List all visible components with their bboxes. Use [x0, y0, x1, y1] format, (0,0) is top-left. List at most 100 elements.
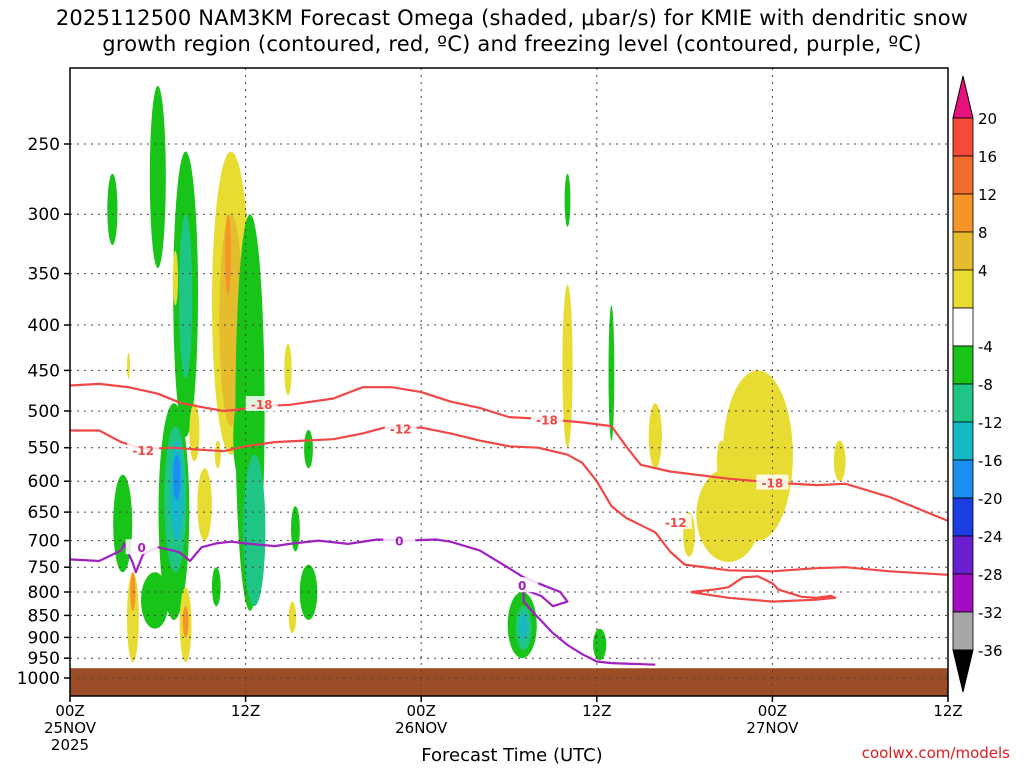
- colorbar-swatch: [952, 535, 974, 575]
- omega-cell: [214, 440, 221, 469]
- colorbar-swatch: [952, 573, 974, 613]
- omega-cell: [284, 343, 292, 396]
- omega-cell: [833, 440, 846, 482]
- x-tick-label: 12Z: [231, 702, 260, 720]
- omega-cell: [648, 403, 662, 469]
- omega-cell: [179, 214, 193, 379]
- contour-dgz: [690, 575, 837, 603]
- contour-label-bg: [531, 411, 563, 427]
- omega-cell: [197, 468, 212, 541]
- plot-axes: 2503003504004505005506006507007508008509…: [17, 67, 963, 754]
- x-tick-label: 27NOV: [746, 719, 799, 737]
- contour-label: -12: [132, 444, 154, 458]
- omega-cell: [519, 613, 528, 640]
- omega-cell: [130, 572, 136, 611]
- omega-cell: [107, 173, 118, 246]
- colorbar-swatch: [952, 421, 974, 461]
- omega-cell: [149, 85, 166, 269]
- colorbar-swatch: [952, 307, 974, 347]
- contour-label: -18: [536, 413, 558, 427]
- x-tick-label: 2025: [51, 736, 89, 754]
- contour-label-bg: [383, 532, 416, 548]
- omega-cell: [189, 403, 200, 462]
- y-tick-label: 750: [28, 558, 60, 578]
- contour-label: -12: [390, 422, 412, 436]
- omega-cell: [126, 572, 139, 663]
- y-tick-label: 1000: [17, 669, 60, 689]
- colorbar-label: -28: [978, 566, 1003, 584]
- colorbar-label: -36: [978, 642, 1003, 660]
- y-tick-label: 700: [28, 532, 60, 552]
- colorbar-label: -12: [978, 414, 1003, 432]
- colorbar-swatch: [952, 193, 974, 233]
- colorbar-swatch: [952, 155, 974, 195]
- contour-label: 0: [518, 579, 526, 593]
- credit-link[interactable]: coolwx.com/models: [861, 744, 1010, 762]
- colorbar-swatch: [952, 117, 974, 157]
- contour-label: -18: [762, 477, 784, 491]
- omega-cell: [173, 454, 181, 500]
- colorbar-swatch: [952, 269, 974, 309]
- omega-cell: [608, 305, 615, 441]
- colorbar-label: -24: [978, 528, 1003, 546]
- y-tick-label: 950: [28, 649, 60, 669]
- contour-label: -18: [251, 398, 273, 412]
- y-tick-label: 650: [28, 503, 60, 523]
- y-tick-label: 900: [28, 628, 60, 648]
- contour-label-bg: [125, 539, 158, 555]
- y-tick-label: 300: [28, 205, 60, 225]
- contour-label-bg: [127, 441, 160, 457]
- y-tick-label: 550: [28, 439, 60, 459]
- y-tick-label: 850: [28, 606, 60, 626]
- omega-cell: [141, 572, 169, 629]
- x-tick-label: 00Z: [55, 702, 84, 720]
- colorbar-arrow-top: [952, 75, 974, 119]
- colorbar-arrow-bottom: [952, 649, 974, 693]
- y-tick-label: 500: [28, 402, 60, 422]
- y-tick-label: 600: [28, 472, 60, 492]
- colorbar-label: -20: [978, 490, 1003, 508]
- colorbar-swatch: [952, 497, 974, 537]
- omega-shading: [70, 85, 948, 696]
- omega-cell: [593, 628, 607, 661]
- omega-cell: [172, 250, 178, 306]
- x-tick-label: 00Z: [758, 702, 787, 720]
- colorbar-label: 16: [978, 148, 997, 166]
- y-tick-label: 400: [28, 316, 60, 336]
- grid-lines: [69, 68, 949, 696]
- omega-cell: [233, 395, 250, 482]
- colorbar-label: -8: [978, 376, 993, 394]
- contour-label: -12: [665, 516, 687, 530]
- x-axis-title: Forecast Time (UTC): [421, 745, 603, 766]
- x-tick-label: 25NOV: [44, 719, 97, 737]
- omega-cell: [127, 352, 130, 379]
- y-tick-label: 800: [28, 583, 60, 603]
- x-tick-label: 12Z: [933, 702, 962, 720]
- chart-title-line1: 2025112500 NAM3KM Forecast Omega (shaded…: [55, 6, 969, 30]
- temperature-contours: -18 -18 -18 -12 -12 -12 0 0 0: [69, 382, 949, 666]
- omega-cell: [225, 214, 231, 295]
- x-tick-label: 00Z: [407, 702, 436, 720]
- omega-cell: [564, 173, 571, 227]
- y-tick-label: 250: [28, 135, 60, 155]
- colorbar-label: 20: [978, 110, 997, 128]
- contour-label-bg: [245, 396, 278, 411]
- omega-cell: [291, 506, 300, 552]
- plot-frame: [69, 67, 949, 697]
- x-tick-label: 26NOV: [395, 719, 448, 737]
- colorbar-label: 12: [978, 186, 997, 204]
- omega-cell: [562, 284, 573, 448]
- contour-label-bg: [756, 474, 789, 490]
- y-tick-label: 350: [28, 265, 60, 285]
- contour-label-bg: [384, 420, 417, 436]
- colorbar-swatch: [952, 383, 974, 423]
- contour-dgz: [70, 426, 949, 576]
- colorbar-swatch: [952, 231, 974, 271]
- x-tick-label: 12Z: [582, 702, 611, 720]
- contour-label: 0: [395, 535, 403, 549]
- colorbar-swatch: [952, 345, 974, 385]
- y-tick-label: 450: [28, 361, 60, 381]
- colorbar-label: -4: [978, 338, 993, 356]
- contour-label-bg: [506, 577, 539, 593]
